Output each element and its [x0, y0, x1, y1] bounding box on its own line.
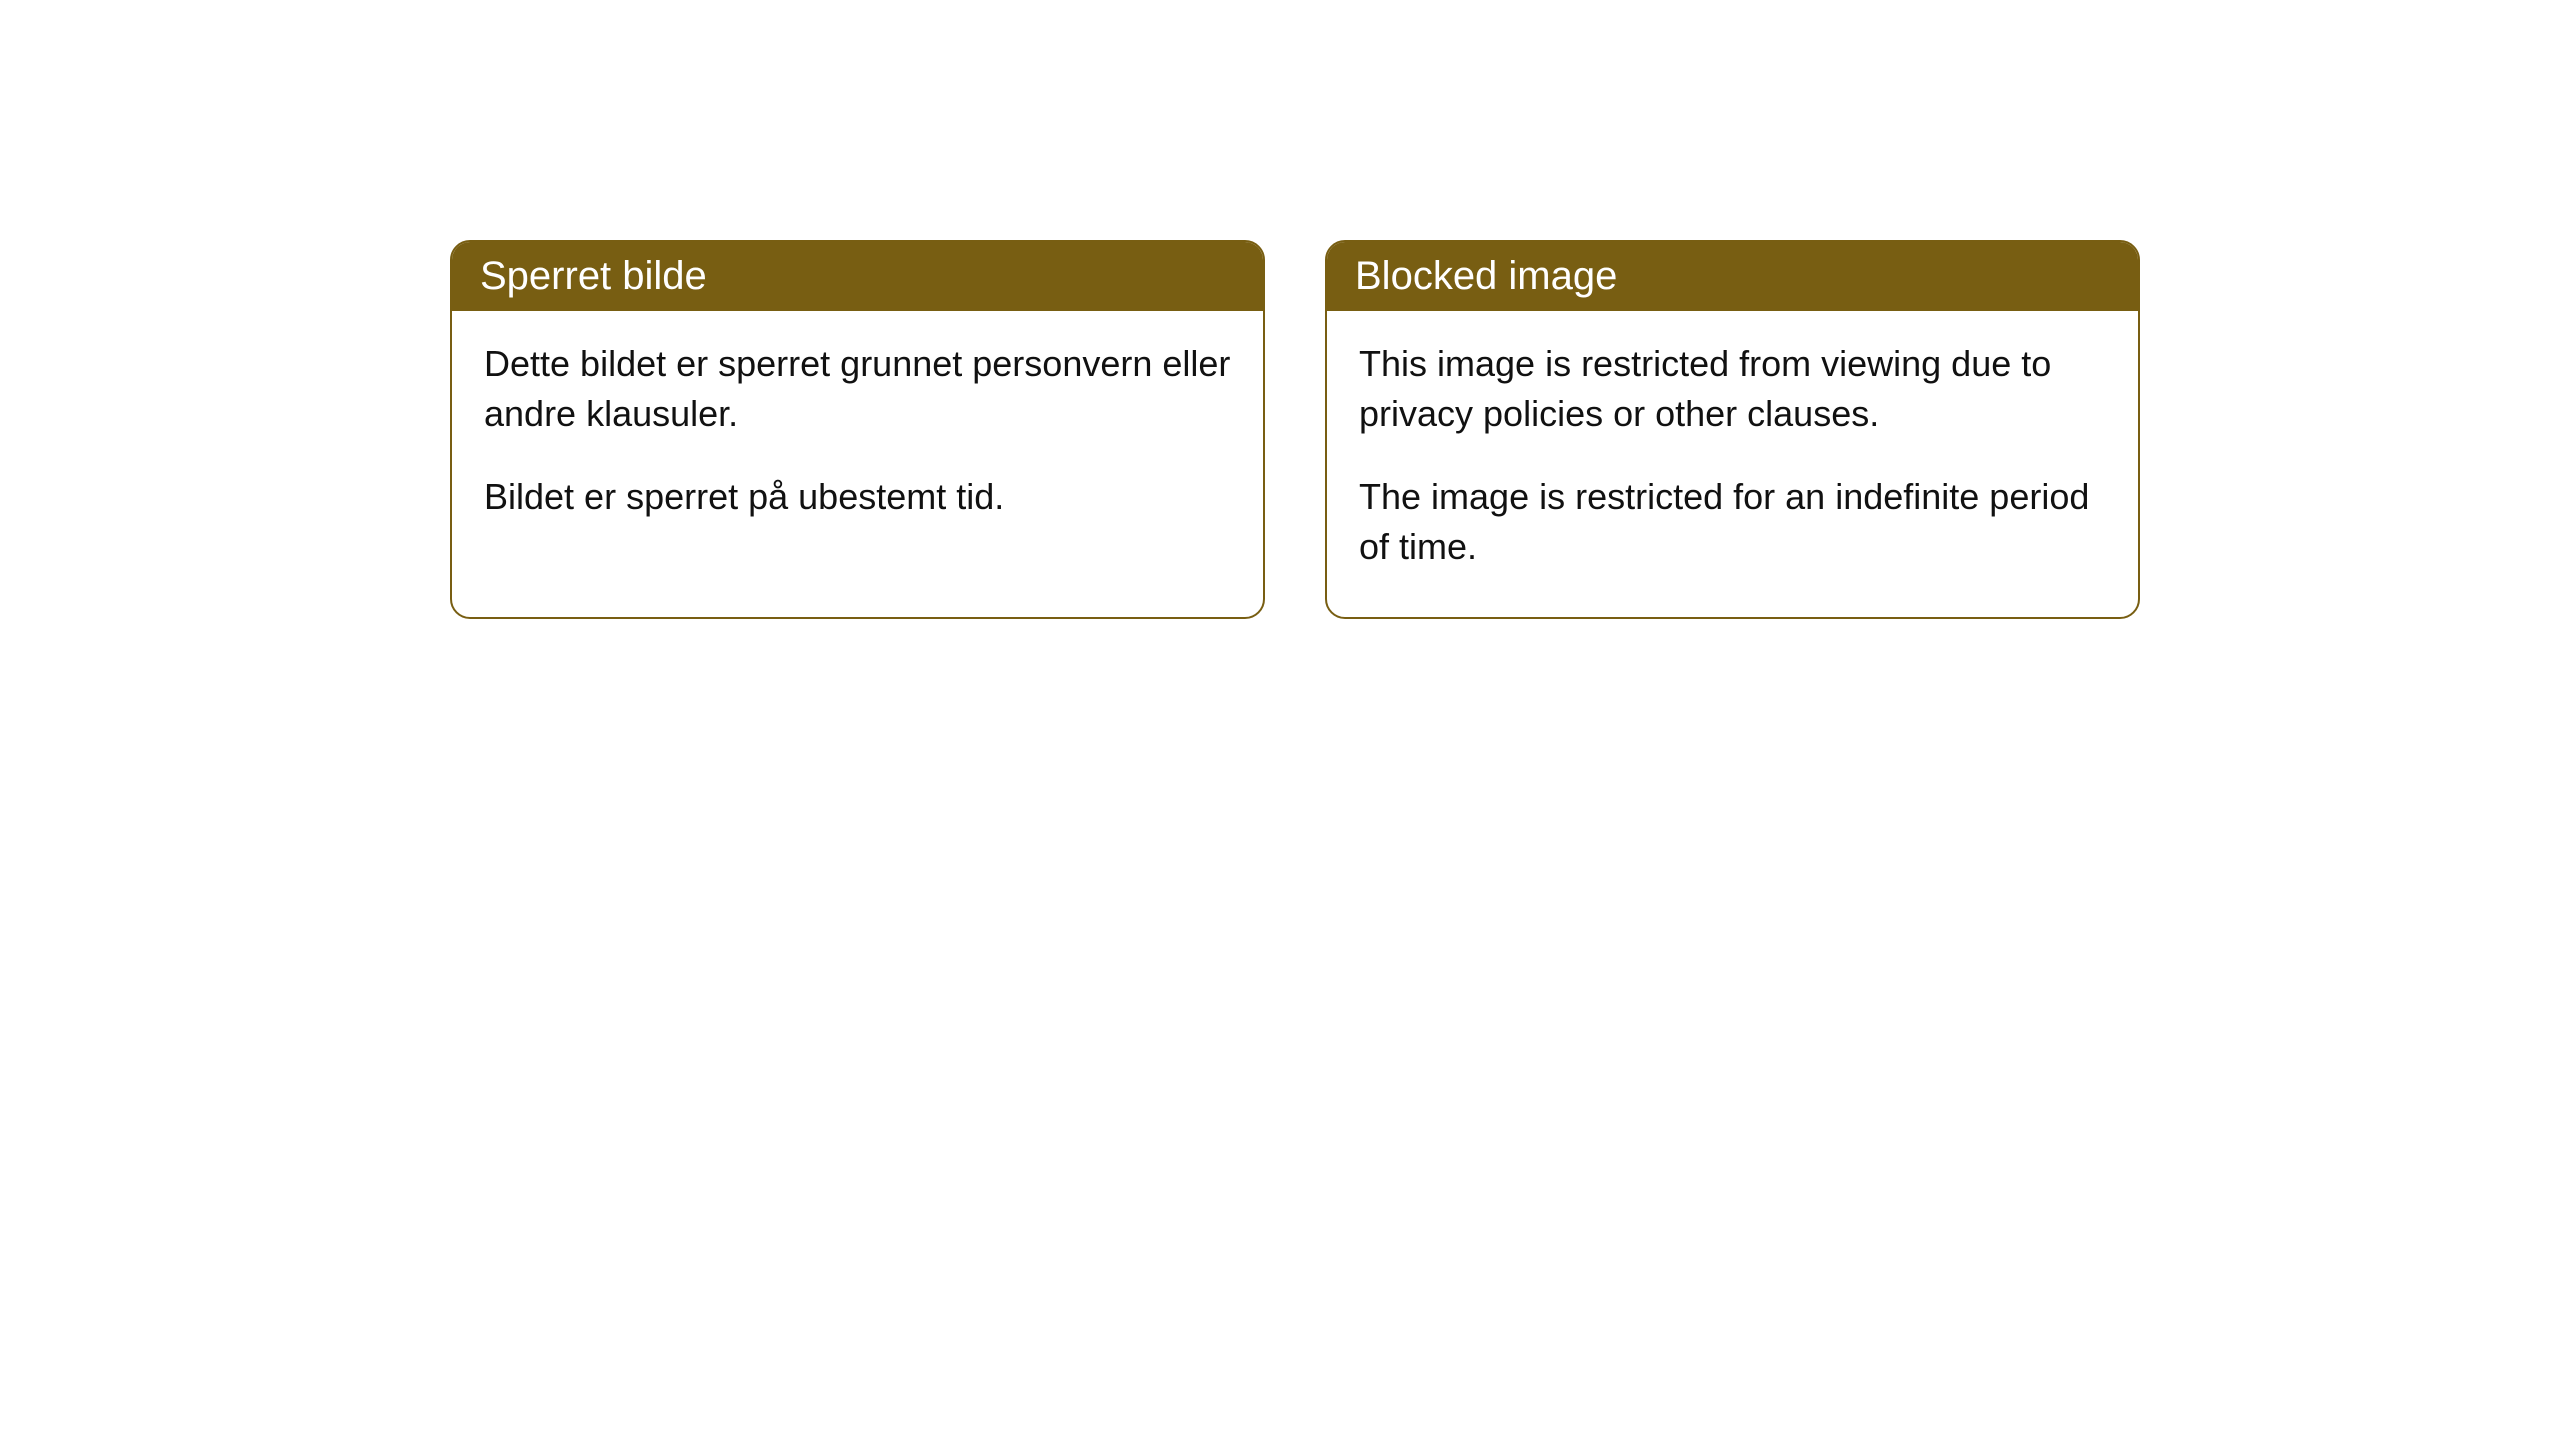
notice-cards-container: Sperret bilde Dette bildet er sperret gr…	[450, 240, 2140, 619]
card-body-english: This image is restricted from viewing du…	[1327, 311, 2138, 617]
card-paragraph: The image is restricted for an indefinit…	[1359, 472, 2106, 573]
card-body-norwegian: Dette bildet er sperret grunnet personve…	[452, 311, 1263, 566]
notice-card-english: Blocked image This image is restricted f…	[1325, 240, 2140, 619]
card-paragraph: Dette bildet er sperret grunnet personve…	[484, 339, 1231, 440]
card-header-english: Blocked image	[1327, 242, 2138, 311]
notice-card-norwegian: Sperret bilde Dette bildet er sperret gr…	[450, 240, 1265, 619]
card-paragraph: Bildet er sperret på ubestemt tid.	[484, 472, 1231, 522]
card-paragraph: This image is restricted from viewing du…	[1359, 339, 2106, 440]
card-header-norwegian: Sperret bilde	[452, 242, 1263, 311]
